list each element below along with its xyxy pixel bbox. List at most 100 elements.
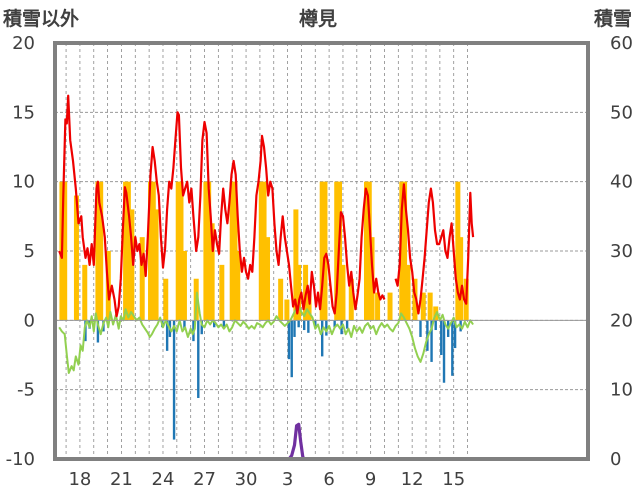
precipitation-bar — [125, 181, 131, 321]
x-tick-label: 6 — [323, 469, 334, 490]
snow-depth-line — [55, 422, 478, 461]
precipitation-bar — [123, 181, 129, 321]
right-tick-label: 60 — [610, 33, 633, 54]
snow-change-bar — [419, 320, 422, 337]
temperature-line — [58, 94, 475, 318]
x-tick-label: 3 — [282, 469, 293, 490]
precipitation-bar — [427, 292, 433, 321]
precipitation-bar — [229, 181, 235, 321]
snow-change-bar — [213, 320, 216, 328]
x-tick-label: 21 — [110, 469, 133, 490]
chart-title: 樽見 — [299, 7, 337, 30]
snow-change-bar — [96, 320, 100, 343]
precipitation-bar — [412, 278, 418, 321]
precipitation-bar — [366, 181, 372, 321]
precipitation-bar — [258, 181, 264, 321]
x-tick-label: 24 — [152, 469, 175, 490]
snow-change-bar — [320, 320, 324, 357]
snow-change-bar — [442, 320, 446, 383]
precipitation-bar — [293, 209, 299, 321]
precipitation-bar — [265, 237, 271, 321]
precipitation-bar — [420, 292, 426, 321]
precipitation-bar — [322, 181, 328, 321]
precipitation-bar — [163, 278, 169, 321]
snow-change-bar — [314, 320, 317, 328]
left-tick-label: 20 — [12, 33, 35, 54]
precipitation-bars — [59, 181, 469, 321]
precipitation-bar — [306, 292, 312, 321]
snow-change-bar — [345, 320, 349, 329]
snow-change-bar — [165, 320, 169, 351]
snow-change-bar — [430, 320, 433, 362]
left-tick-label: 0 — [24, 310, 35, 331]
precipitation-bar — [296, 264, 302, 321]
left-tick-label: -5 — [17, 380, 35, 401]
precipitation-bar — [62, 181, 68, 321]
precipitation-bar — [319, 181, 325, 321]
right-tick-label: 40 — [610, 172, 633, 193]
precipitation-bar — [82, 264, 88, 321]
precipitation-bar — [178, 181, 184, 321]
precipitation-bar — [232, 181, 238, 321]
snow-change-bar — [325, 320, 328, 336]
x-tick-label: 15 — [442, 469, 465, 490]
snow-change-bar — [183, 320, 186, 329]
snow-change-bar — [453, 320, 457, 349]
x-tick-label: 27 — [193, 469, 216, 490]
precipitation-bar — [363, 181, 369, 321]
snow-change-bar — [297, 320, 300, 328]
left-tick-label: 15 — [12, 102, 35, 123]
right-tick-label: 10 — [610, 380, 633, 401]
precipitation-bar — [203, 181, 209, 321]
snow-change-bar — [200, 320, 203, 335]
snow-change-bar — [333, 320, 336, 328]
snow-change-bar — [222, 320, 226, 329]
precipitation-bar — [399, 181, 405, 321]
x-tick-label: 12 — [401, 469, 424, 490]
snow-change-bar — [287, 320, 291, 360]
precipitation-bar — [148, 181, 154, 321]
precipitation-bar — [153, 209, 159, 321]
precipitation-bar — [206, 181, 212, 321]
right-axis-title: 積雪 — [594, 7, 632, 30]
precipitation-bar — [175, 181, 181, 321]
precipitation-bar — [278, 278, 284, 321]
snow-change-bar — [290, 320, 293, 378]
precipitation-bar — [387, 292, 393, 321]
precipitation-bar — [405, 264, 411, 321]
right-tick-label: 20 — [610, 310, 633, 331]
precipitation-bar — [73, 195, 79, 321]
left-tick-label: 10 — [12, 172, 35, 193]
precipitation-bar — [348, 278, 354, 321]
precipitation-bar — [340, 264, 346, 321]
precipitation-bar — [334, 181, 340, 321]
left-axis-title: 積雪以外 — [3, 7, 79, 30]
left-tick-label: 5 — [24, 241, 35, 262]
precipitation-bar — [95, 181, 101, 321]
x-tick-label: 9 — [365, 469, 376, 490]
green-series-line — [58, 291, 474, 374]
precipitation-bar — [375, 292, 381, 321]
snow-change-bar — [451, 320, 454, 376]
plot-frame — [53, 41, 590, 461]
precipitation-bar — [455, 181, 461, 321]
snow-change-bar — [307, 320, 310, 333]
precipitation-bar — [402, 181, 408, 321]
precipitation-bar — [139, 237, 145, 321]
axes: -10 -5 0 5 10 15 20 0 10 20 30 40 50 60 18 21 24 27 30 3 6 9 1… — [6, 33, 633, 490]
precipitation-bar — [129, 209, 135, 321]
precipitation-bar — [235, 251, 241, 321]
left-tick-label: -10 — [6, 449, 35, 470]
precipitation-bar — [219, 264, 225, 321]
snow-change-bar — [293, 320, 296, 337]
snow-change-bar — [440, 320, 443, 355]
right-tick-label: 0 — [610, 449, 621, 470]
precipitation-bar — [261, 181, 267, 321]
precipitation-bar — [284, 299, 290, 321]
snow-change-bar — [197, 320, 200, 398]
x-tick-label: 30 — [235, 469, 258, 490]
x-tick-label: 18 — [68, 469, 91, 490]
right-tick-label: 30 — [610, 241, 633, 262]
snow-change-bar — [172, 320, 176, 440]
